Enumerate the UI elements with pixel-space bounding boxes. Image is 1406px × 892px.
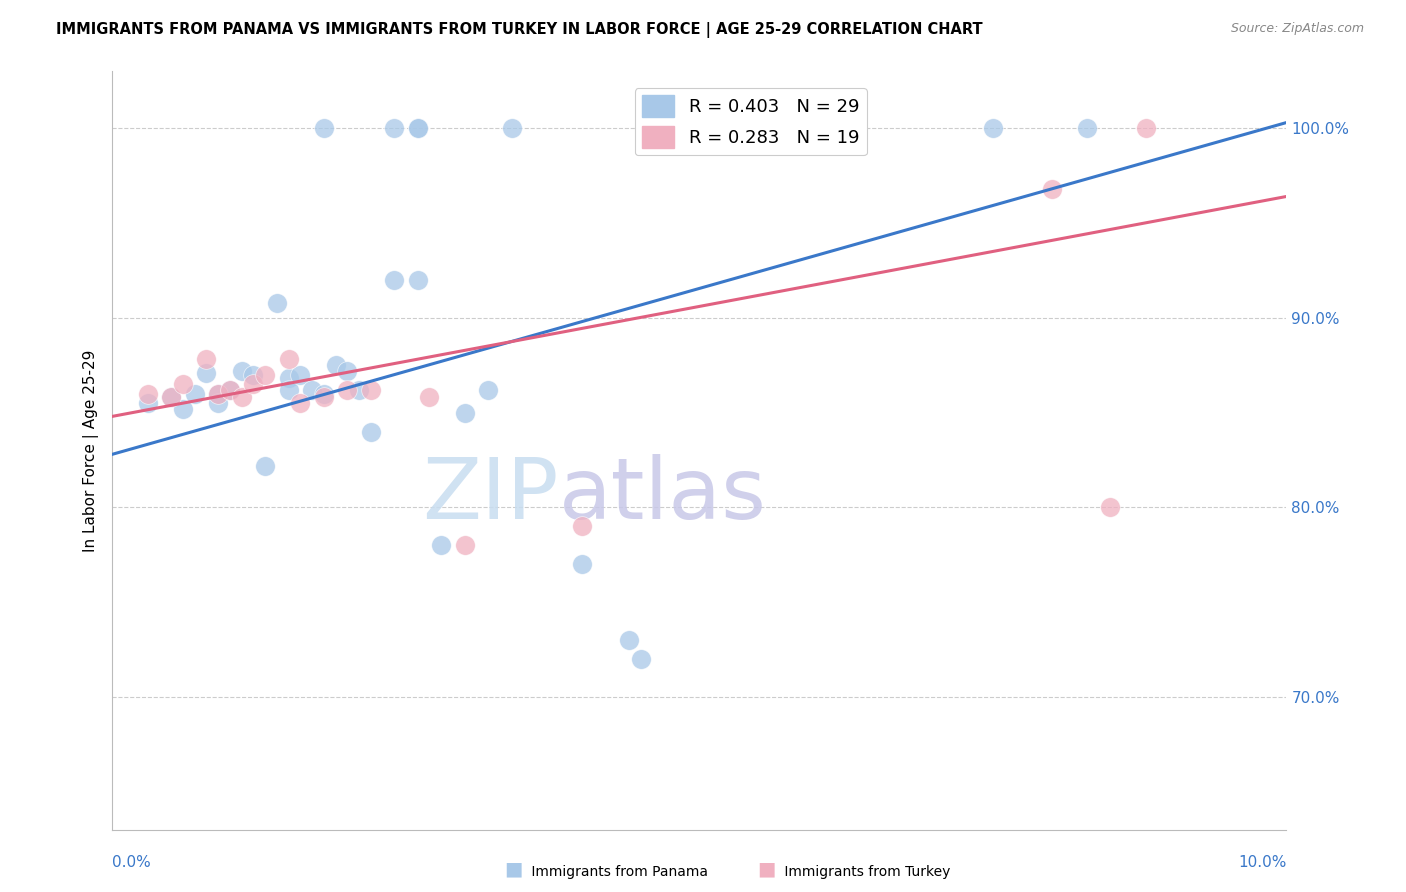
Point (1040, 182, 1063, 196)
Point (172, 401, 194, 416)
Point (312, 386, 335, 401)
Point (231, 391, 253, 405)
Point (382, 121, 405, 136)
Point (254, 368, 277, 382)
Point (160, 391, 183, 405)
Point (418, 391, 440, 405)
Point (360, 425, 382, 439)
Point (277, 383, 299, 397)
Point (290, 368, 312, 382)
Y-axis label: In Labor Force | Age 25-29: In Labor Force | Age 25-29 (83, 350, 98, 551)
Text: 10.0%: 10.0% (1239, 855, 1286, 870)
Point (183, 386, 205, 401)
Point (266, 295, 288, 310)
Point (277, 371, 299, 385)
Point (382, 273, 405, 287)
Point (312, 121, 335, 136)
Text: IMMIGRANTS FROM PANAMA VS IMMIGRANTS FROM TURKEY IN LABOR FORCE | AGE 25-29 CORR: IMMIGRANTS FROM PANAMA VS IMMIGRANTS FRO… (56, 22, 983, 38)
Point (336, 383, 359, 397)
Point (242, 368, 264, 382)
Point (136, 386, 159, 401)
Point (207, 386, 229, 401)
Text: ■: ■ (756, 860, 776, 879)
Point (231, 364, 253, 378)
Point (617, 633, 640, 648)
Point (219, 383, 242, 397)
Point (172, 377, 194, 392)
Point (571, 557, 593, 571)
Text: Immigrants from Turkey: Immigrants from Turkey (780, 864, 950, 879)
Point (301, 383, 323, 397)
Point (360, 383, 382, 397)
Point (571, 519, 593, 533)
Point (277, 352, 299, 367)
Text: Immigrants from Panama: Immigrants from Panama (527, 864, 709, 879)
Point (406, 121, 429, 136)
Legend: R = 0.403   N = 29, R = 0.283   N = 19: R = 0.403 N = 29, R = 0.283 N = 19 (634, 88, 866, 155)
Point (242, 377, 264, 392)
Point (325, 358, 347, 372)
Point (219, 383, 242, 397)
Point (453, 405, 475, 419)
Point (347, 383, 370, 397)
Text: Source: ZipAtlas.com: Source: ZipAtlas.com (1230, 22, 1364, 36)
Point (336, 364, 359, 378)
Text: 0.0%: 0.0% (112, 855, 152, 870)
Point (406, 121, 429, 136)
Point (160, 391, 183, 405)
Point (290, 396, 312, 410)
Point (254, 458, 277, 473)
Point (430, 538, 453, 552)
Point (477, 383, 499, 397)
Point (207, 396, 229, 410)
Point (1099, 500, 1122, 515)
Text: ■: ■ (503, 860, 523, 879)
Point (136, 396, 159, 410)
Text: ZIP: ZIP (422, 454, 558, 538)
Text: atlas: atlas (558, 454, 766, 538)
Point (312, 391, 335, 405)
Point (1135, 121, 1157, 136)
Point (406, 273, 429, 287)
Point (1076, 121, 1098, 136)
Point (630, 652, 652, 666)
Point (195, 352, 218, 367)
Point (981, 121, 1004, 136)
Point (195, 366, 218, 380)
Point (207, 386, 229, 401)
Point (453, 538, 475, 552)
Point (501, 121, 523, 136)
